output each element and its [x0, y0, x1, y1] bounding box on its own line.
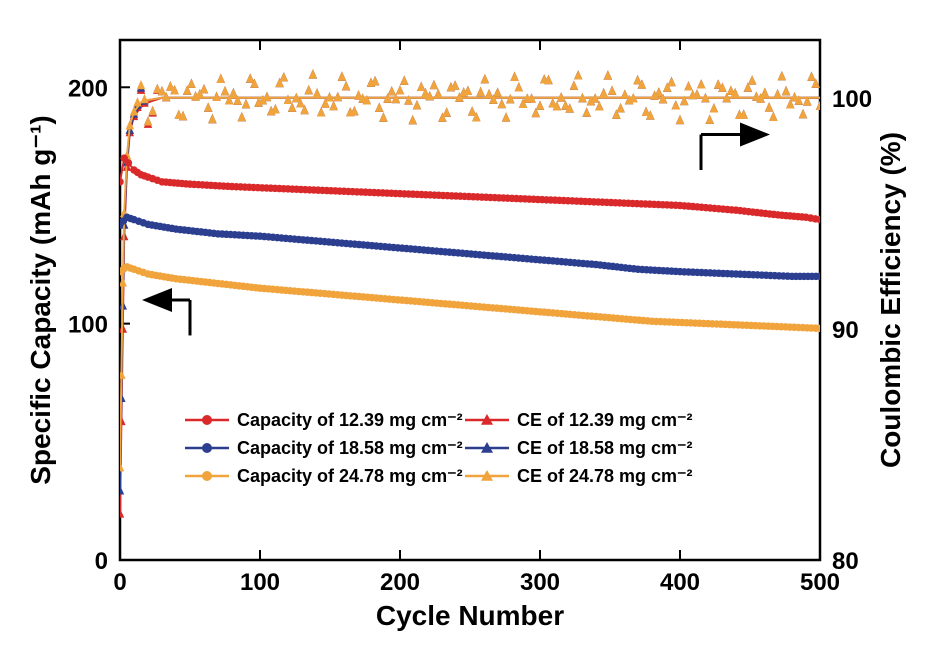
legend-circle-icon: [202, 471, 212, 481]
legend-label-text: Capacity of 18.58 mg cm⁻²: [237, 438, 463, 458]
legend-label-text: Capacity of 24.78 mg cm⁻²: [237, 466, 463, 486]
y-left-tick-label: 100: [68, 312, 108, 339]
x-axis-label: Cycle Number: [376, 600, 564, 631]
capacity-marker: [125, 159, 133, 167]
x-tick-label: 100: [240, 569, 280, 596]
x-tick-label: 300: [520, 569, 560, 596]
y-left-tick-label: 200: [68, 75, 108, 102]
legend-label-text: Capacity of 12.39 mg cm⁻²: [237, 410, 463, 430]
y-right-tick-label: 100: [832, 86, 872, 113]
legend-circle-icon: [202, 443, 212, 453]
dual-axis-cycle-chart: 010020030040050001002008090100Cycle Numb…: [0, 0, 934, 660]
legend-circle-icon: [202, 415, 212, 425]
x-tick-label: 0: [113, 569, 126, 596]
y-right-axis-label: Coulombic Efficiency (%): [875, 132, 906, 468]
legend-label-text: CE of 24.78 mg cm⁻²: [517, 466, 693, 486]
y-right-tick-label: 80: [832, 548, 859, 575]
legend-label-text: CE of 18.58 mg cm⁻²: [517, 438, 693, 458]
legend-label-text: CE of 12.39 mg cm⁻²: [517, 410, 693, 430]
x-tick-label: 200: [380, 569, 420, 596]
x-tick-label: 400: [660, 569, 700, 596]
y-right-tick-label: 90: [832, 317, 859, 344]
y-left-tick-label: 0: [95, 548, 108, 575]
y-left-axis-label: Specific Capacity (mAh g⁻¹): [25, 115, 56, 485]
